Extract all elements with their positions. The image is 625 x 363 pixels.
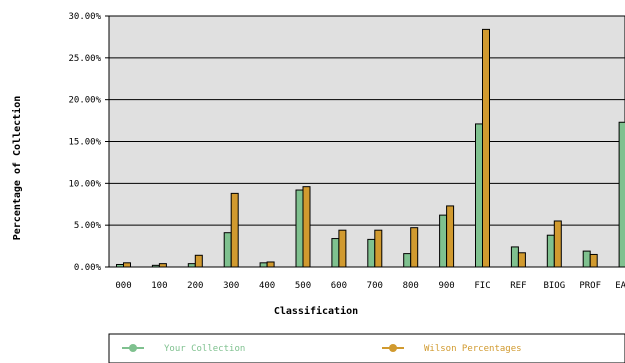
bar-wilson-percentages-FIC <box>482 28 490 268</box>
bar-your-collection-200 <box>187 263 196 268</box>
legend-label: Your Collection <box>164 344 245 354</box>
bar-your-collection-PROF <box>582 250 591 268</box>
bar-wilson-percentages-PROF <box>589 253 598 268</box>
x-tick-label: BIOG <box>543 281 565 291</box>
y-tick-label: 20.00% <box>68 96 101 106</box>
bar-wilson-percentages-300 <box>230 192 239 268</box>
x-tick-label: PROF <box>579 281 601 291</box>
x-tick-label: 300 <box>223 281 239 291</box>
bar-wilson-percentages-500 <box>302 186 311 268</box>
bar-wilson-percentages-REF <box>517 252 526 268</box>
legend-marker <box>389 344 397 352</box>
x-tick-label: 100 <box>151 281 167 291</box>
legend-item: Wilson Percentages <box>382 344 522 354</box>
legend-item: Your Collection <box>122 344 245 354</box>
bar-your-collection-800 <box>403 253 412 268</box>
x-tick-label: 600 <box>331 281 347 291</box>
x-tick-label: 000 <box>115 281 131 291</box>
bars <box>116 28 625 268</box>
y-tick-label: 10.00% <box>68 179 101 189</box>
bar-wilson-percentages-600 <box>338 229 347 268</box>
y-tick-label: 15.00% <box>68 138 101 148</box>
x-tick-label: 700 <box>367 281 383 291</box>
x-tick-label: EAST <box>615 281 625 291</box>
legend-marker <box>129 344 137 352</box>
x-axis-title: Classification <box>274 305 358 317</box>
x-tick-label: 800 <box>403 281 419 291</box>
bar-wilson-percentages-200 <box>194 254 203 268</box>
bar-wilson-percentages-BIOG <box>553 220 562 268</box>
y-axis-title: Percentage of Collection <box>11 96 23 241</box>
bar-your-collection-BIOG <box>546 234 555 268</box>
legend-box <box>108 333 625 363</box>
bar-wilson-percentages-700 <box>374 229 383 268</box>
bar-your-collection-000 <box>116 263 124 268</box>
bar-wilson-percentages-800 <box>410 227 419 268</box>
x-tick-label: 500 <box>295 281 311 291</box>
bar-your-collection-REF <box>510 246 519 268</box>
bar-wilson-percentages-100 <box>158 263 167 268</box>
bar-your-collection-700 <box>367 238 376 268</box>
y-tick-label: 25.00% <box>68 54 101 64</box>
y-tick-label: 30.00% <box>68 12 101 22</box>
legend-label: Wilson Percentages <box>424 344 522 354</box>
x-tick-label: 400 <box>259 281 275 291</box>
x-tick-label: 200 <box>187 281 203 291</box>
bar-your-collection-FIC <box>475 123 483 268</box>
y-tick-label: 5.00% <box>74 221 102 231</box>
bar-wilson-percentages-000 <box>123 262 131 268</box>
legend: Your Collection Wilson Percentages <box>122 344 522 354</box>
x-tick-labels: 000 100 200 300 400 500 600 700 800 900 FIC REF BIOG… <box>115 281 625 291</box>
bar-your-collection-500 <box>295 189 304 268</box>
bar-wilson-percentages-900 <box>446 205 455 268</box>
y-tick-labels: 0.00% 5.00% 10.00% 15.00% 20.00% 25.00% 30.00% <box>68 12 101 273</box>
y-tick-label: 0.00% <box>74 263 102 273</box>
x-tick-label: 900 <box>438 281 454 291</box>
bar-your-collection-EAST <box>618 121 625 268</box>
x-tick-label: FIC <box>474 281 490 291</box>
grid-lines <box>105 15 625 268</box>
bar-your-collection-600 <box>331 238 340 268</box>
x-tick-label: REF <box>510 281 526 291</box>
bar-your-collection-400 <box>259 262 268 268</box>
bar-wilson-percentages-400 <box>266 261 275 268</box>
bar-your-collection-300 <box>223 232 232 268</box>
bar-your-collection-100 <box>151 264 160 268</box>
bar-your-collection-900 <box>439 214 448 268</box>
